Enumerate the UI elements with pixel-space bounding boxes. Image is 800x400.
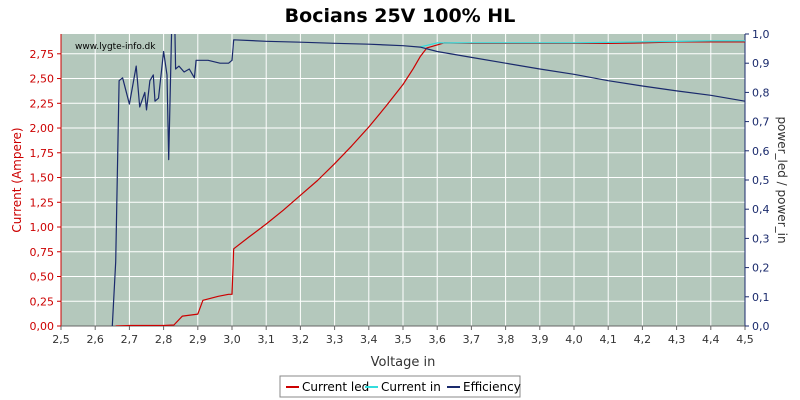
series-group (111, 34, 745, 326)
y2-tick-label: 0,9 (752, 57, 770, 70)
legend-label: Efficiency (463, 380, 521, 394)
x-tick-label: 3,2 (292, 333, 310, 346)
legend-label: Current led (302, 380, 369, 394)
x-tick-label: 4,5 (736, 333, 754, 346)
x-tick-label: 2,8 (155, 333, 173, 346)
y-axis-label: Current (Ampere) (10, 127, 24, 232)
y2-tick-label: 0,4 (752, 203, 770, 216)
y2-tick-label: 0,8 (752, 86, 770, 99)
x-tick-label: 4,3 (668, 333, 686, 346)
x-tick-label: 3,0 (223, 333, 241, 346)
x-tick-label: 3,5 (394, 333, 412, 346)
chart-title: Bocians 25V 100% HL (285, 5, 516, 27)
y-tick-label: 1,25 (30, 196, 55, 209)
legend: Current led Current in Efficiency (279, 375, 521, 398)
y2-tick-label: 0,5 (752, 174, 770, 187)
x-tick-label: 4,1 (599, 333, 617, 346)
y-tick-label: 2,00 (30, 122, 55, 135)
y-tick-label: 0,50 (30, 271, 55, 284)
x-tick-label: 3,4 (360, 333, 378, 346)
x-tick-label: 3,6 (428, 333, 446, 346)
y-tick-label: 1,75 (30, 147, 55, 160)
x-tick-label: 3,3 (326, 333, 344, 346)
y2-tick-label: 0,3 (752, 232, 770, 245)
watermark-text: www.lygte-info.dk (75, 42, 156, 52)
series-line-efficiency (111, 34, 745, 326)
y2-axis-label: power_led / power_in (775, 116, 789, 243)
x-tick-label: 4,2 (634, 333, 652, 346)
x-tick-label: 3,8 (497, 333, 515, 346)
x-axis-label: Voltage in (371, 355, 436, 370)
y2-tick-label: 0,7 (752, 116, 770, 129)
y2-tick-label: 0,6 (752, 145, 770, 158)
y-tick-label: 0,00 (30, 320, 55, 333)
x-tick-label: 2,7 (121, 333, 139, 346)
x-tick-label: 3,7 (463, 333, 481, 346)
x-tick-label: 4,4 (702, 333, 720, 346)
y-tick-label: 2,50 (30, 73, 55, 86)
plot-area: 2,5 2,6 2,7 2,8 2,9 3,0 3,1 3,2 3,3 3,4 3,5 3,6 3,7 3… (30, 28, 770, 346)
x-tick-label: 2,9 (189, 333, 207, 346)
y-tick-label: 2,75 (30, 48, 55, 61)
y-tick-label: 0,75 (30, 246, 55, 259)
y2-tick-label: 0,1 (752, 291, 770, 304)
y2-tick-label: 1,0 (752, 28, 770, 41)
x-tick-label: 4,0 (565, 333, 583, 346)
y-tick-label: 1,00 (30, 221, 55, 234)
x-tick-label: 2,6 (86, 333, 104, 346)
x-tick-label: 2,5 (52, 333, 70, 346)
y-tick-label: 1,50 (30, 172, 55, 185)
x-tick-label: 3,1 (257, 333, 275, 346)
legend-box (279, 375, 521, 398)
x-tick-label: 3,9 (531, 333, 549, 346)
y2-tick-label: 0,2 (752, 262, 770, 275)
y-tick-label: 0,25 (30, 295, 55, 308)
series-line-current-in (419, 40, 745, 48)
legend-label: Current in (381, 380, 441, 394)
y-tick-label: 2,25 (30, 97, 55, 110)
y2-tick-label: 0,0 (752, 320, 770, 333)
